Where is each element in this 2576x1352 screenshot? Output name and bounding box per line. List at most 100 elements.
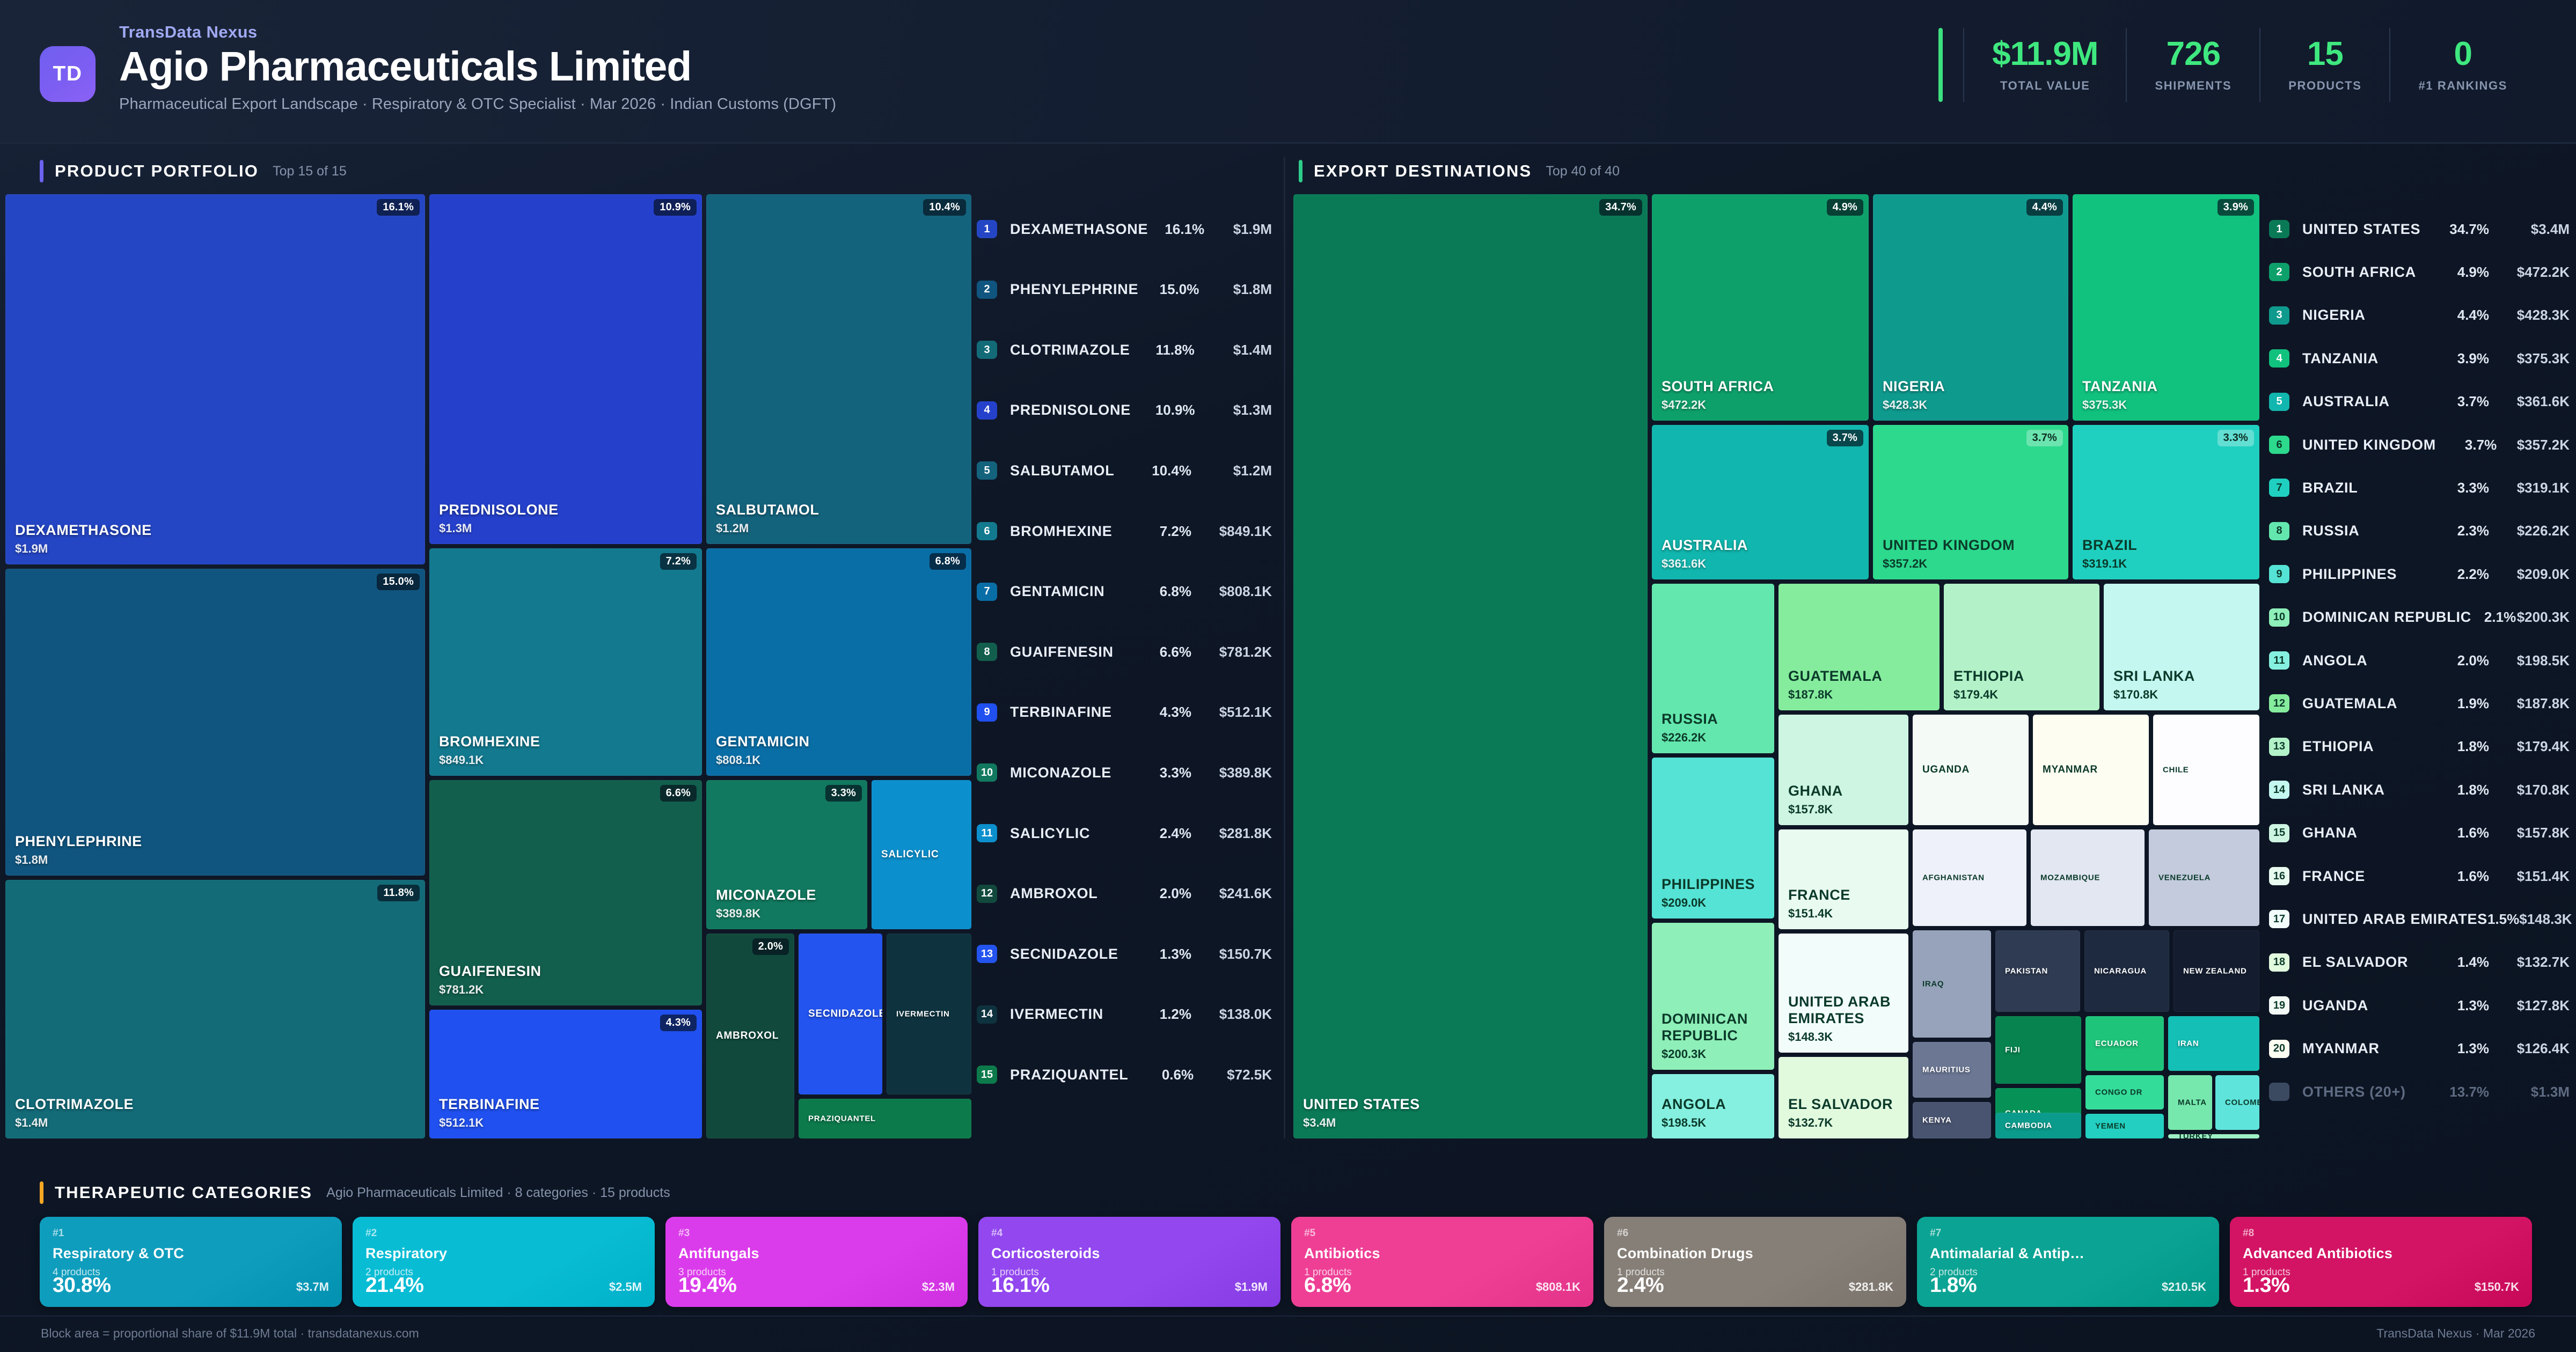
treemap-tile[interactable]: AFGHANISTAN xyxy=(1913,829,2026,926)
category-card[interactable]: #7 Antimalarial & Antip… 2 products 1.8% $21… xyxy=(1917,1217,2219,1307)
treemap-tile[interactable]: YEMEN xyxy=(2085,1114,2164,1138)
rank-row[interactable]: 12 AMBROXOL 2.0% $241.6K xyxy=(977,883,1272,905)
treemap-tile[interactable]: UNITED ARAB EMIRATES $148.3K xyxy=(1779,934,1908,1053)
treemap-tile[interactable]: 3.3% MICONAZOLE $389.8K xyxy=(706,780,867,929)
destination-rank-list[interactable]: 1 UNITED STATES 34.7% $3.4M 2 SOUTH AFRICA 4.9… xyxy=(2269,194,2572,1138)
rank-row[interactable]: 2 SOUTH AFRICA 4.9% $472.2K xyxy=(2269,261,2570,283)
rank-row[interactable]: 5 AUSTRALIA 3.7% $361.6K xyxy=(2269,391,2570,413)
rank-row[interactable]: 4 TANZANIA 3.9% $375.3K xyxy=(2269,347,2570,370)
rank-row[interactable]: 2 PHENYLEPHRINE 15.0% $1.8M xyxy=(977,278,1272,301)
treemap-tile[interactable]: MOZAMBIQUE xyxy=(2031,829,2145,926)
treemap-tile[interactable]: PRAZIQUANTEL xyxy=(799,1099,971,1138)
treemap-tile[interactable]: ETHIOPIA $179.4K xyxy=(1944,584,2099,710)
rank-row[interactable]: 10 MICONAZOLE 3.3% $389.8K xyxy=(977,761,1272,784)
rank-row[interactable]: 4 PREDNISOLONE 10.9% $1.3M xyxy=(977,399,1272,422)
treemap-tile[interactable]: CAMBODIA xyxy=(1995,1113,2081,1138)
rank-row[interactable]: 8 GUAIFENESIN 6.6% $781.2K xyxy=(977,641,1272,663)
treemap-tile[interactable]: 4.4% NIGERIA $428.3K xyxy=(1873,194,2068,421)
rank-row[interactable]: 15 GHANA 1.6% $157.8K xyxy=(2269,822,2570,844)
category-card[interactable]: #8 Advanced Antibiotics 1 products 1.3% $150… xyxy=(2230,1217,2532,1307)
treemap-tile[interactable]: MYANMAR xyxy=(2033,715,2149,825)
rank-row[interactable]: 14 IVERMECTIN 1.2% $138.0K xyxy=(977,1003,1272,1026)
category-card[interactable]: #2 Respiratory 2 products 21.4% $2.5M xyxy=(353,1217,655,1307)
rank-row[interactable]: 18 EL SALVADOR 1.4% $132.7K xyxy=(2269,951,2570,974)
category-card[interactable]: #4 Corticosteroids 1 products 16.1% $1.9M xyxy=(978,1217,1280,1307)
rank-row[interactable]: 8 RUSSIA 2.3% $226.2K xyxy=(2269,520,2570,542)
category-card[interactable]: #3 Antifungals 3 products 19.4% $2.3M xyxy=(665,1217,968,1307)
rank-row[interactable]: 20 MYANMAR 1.3% $126.4K xyxy=(2269,1038,2570,1060)
treemap-tile[interactable]: 6.6% GUAIFENESIN $781.2K xyxy=(429,780,702,1005)
treemap-tile[interactable]: GHANA $157.8K xyxy=(1779,715,1908,825)
treemap-tile[interactable]: IRAQ xyxy=(1913,930,1991,1038)
rank-row[interactable]: 13 SECNIDAZOLE 1.3% $150.7K xyxy=(977,943,1272,965)
treemap-tile[interactable]: 3.7% AUSTRALIA $361.6K xyxy=(1652,425,1869,579)
rank-row[interactable]: 11 ANGOLA 2.0% $198.5K xyxy=(2269,649,2570,672)
treemap-tile[interactable]: DOMINICAN REPUBLIC $200.3K xyxy=(1652,923,1774,1070)
rank-row[interactable]: 10 DOMINICAN REPUBLIC 2.1% $200.3K xyxy=(2269,606,2570,629)
treemap-tile[interactable]: NICARAGUA xyxy=(2084,930,2169,1012)
treemap-tile[interactable]: IVERMECTIN xyxy=(887,934,971,1094)
rank-row[interactable]: 7 GENTAMICIN 6.8% $808.1K xyxy=(977,581,1272,603)
treemap-tile[interactable]: PAKISTAN xyxy=(1995,930,2080,1012)
category-card[interactable]: #1 Respiratory & OTC 4 products 30.8% $3.7M xyxy=(40,1217,342,1307)
treemap-tile[interactable]: VENEZUELA xyxy=(2149,829,2259,926)
rank-row[interactable]: 12 GUATEMALA 1.9% $187.8K xyxy=(2269,692,2570,715)
treemap-tile[interactable]: 16.1% DEXAMETHASONE $1.9M xyxy=(5,194,425,564)
treemap-tile[interactable]: MALTA xyxy=(2168,1075,2212,1130)
treemap-tile[interactable]: 4.3% TERBINAFINE $512.1K xyxy=(429,1010,702,1138)
rank-row[interactable]: 6 BROMHEXINE 7.2% $849.1K xyxy=(977,520,1272,542)
treemap-tile[interactable]: SRI LANKA $170.8K xyxy=(2104,584,2259,710)
rank-row[interactable]: 16 FRANCE 1.6% $151.4K xyxy=(2269,865,2570,887)
treemap-tile[interactable]: SALICYLIC xyxy=(872,780,971,929)
rank-row[interactable]: 17 UNITED ARAB EMIRATES 1.5% $148.3K xyxy=(2269,908,2572,930)
rank-row[interactable]: 1 UNITED STATES 34.7% $3.4M xyxy=(2269,218,2570,240)
rank-row[interactable]: OTHERS (20+) 13.7% $1.3M xyxy=(2269,1081,2570,1103)
treemap-tile[interactable]: CHILE xyxy=(2153,715,2259,825)
category-card[interactable]: #6 Combination Drugs 1 products 2.4% $281.8K xyxy=(1604,1217,1906,1307)
treemap-tile[interactable]: 34.7% UNITED STATES $3.4M xyxy=(1293,194,1648,1138)
rank-row[interactable]: 6 UNITED KINGDOM 3.7% $357.2K xyxy=(2269,433,2570,456)
rank-row[interactable]: 14 SRI LANKA 1.8% $170.8K xyxy=(2269,778,2570,801)
treemap-tile[interactable]: PHILIPPINES $209.0K xyxy=(1652,758,1774,919)
treemap-tile[interactable]: FIJI xyxy=(1995,1016,2081,1084)
treemap-tile[interactable]: 3.7% UNITED KINGDOM $357.2K xyxy=(1873,425,2068,579)
rank-row[interactable]: 3 CLOTRIMAZOLE 11.8% $1.4M xyxy=(977,339,1272,361)
rank-row[interactable]: 9 TERBINAFINE 4.3% $512.1K xyxy=(977,701,1272,724)
treemap-tile[interactable]: COLOMBIA xyxy=(2215,1075,2259,1130)
rank-row[interactable]: 19 UGANDA 1.3% $127.8K xyxy=(2269,994,2570,1017)
treemap-tile[interactable]: IRAN xyxy=(2168,1016,2259,1071)
treemap-tile[interactable]: UGANDA xyxy=(1913,715,2029,825)
treemap-tile[interactable]: 2.0% AMBROXOL xyxy=(706,934,794,1138)
treemap-tile[interactable]: ANGOLA $198.5K xyxy=(1652,1074,1774,1138)
category-card[interactable]: #5 Antibiotics 1 products 6.8% $808.1K xyxy=(1291,1217,1593,1307)
treemap-tile[interactable]: MAURITIUS xyxy=(1913,1042,1991,1098)
rank-row[interactable]: 1 DEXAMETHASONE 16.1% $1.9M xyxy=(977,218,1272,240)
treemap-tile[interactable]: 7.2% BROMHEXINE $849.1K xyxy=(429,548,702,776)
treemap-tile[interactable]: GUATEMALA $187.8K xyxy=(1779,584,1940,710)
rank-row[interactable]: 3 NIGERIA 4.4% $428.3K xyxy=(2269,304,2570,327)
treemap-tile[interactable]: RUSSIA $226.2K xyxy=(1652,584,1774,753)
rank-row[interactable]: 13 ETHIOPIA 1.8% $179.4K xyxy=(2269,736,2570,758)
rank-row[interactable]: 15 PRAZIQUANTEL 0.6% $72.5K xyxy=(977,1063,1272,1086)
treemap-tile[interactable]: 10.9% PREDNISOLONE $1.3M xyxy=(429,194,702,544)
rank-row[interactable]: 11 SALICYLIC 2.4% $281.8K xyxy=(977,822,1272,844)
treemap-tile[interactable]: TURKEY xyxy=(2168,1134,2259,1138)
treemap-tile[interactable]: SECNIDAZOLE xyxy=(799,934,882,1094)
treemap-tile[interactable]: ECUADOR xyxy=(2085,1016,2164,1071)
treemap-tile[interactable]: KENYA xyxy=(1913,1102,1991,1138)
treemap-tile[interactable]: 3.3% BRAZIL $319.1K xyxy=(2073,425,2259,579)
treemap-tile[interactable]: FRANCE $151.4K xyxy=(1779,829,1908,929)
treemap-tile[interactable]: 10.4% SALBUTAMOL $1.2M xyxy=(706,194,971,544)
treemap-tile[interactable]: NEW ZEALAND xyxy=(2174,930,2259,1012)
treemap-tile[interactable]: 3.9% TANZANIA $375.3K xyxy=(2073,194,2259,421)
treemap-tile[interactable]: 11.8% CLOTRIMAZOLE $1.4M xyxy=(5,880,425,1138)
treemap-tile[interactable]: CONGO DR xyxy=(2085,1075,2164,1109)
treemap-tile[interactable]: EL SALVADOR $132.7K xyxy=(1779,1057,1908,1138)
treemap-tile[interactable]: 6.8% GENTAMICIN $808.1K xyxy=(706,548,971,776)
rank-row[interactable]: 9 PHILIPPINES 2.2% $209.0K xyxy=(2269,563,2570,585)
product-treemap[interactable]: 16.1% DEXAMETHASONE $1.9M 15.0% PHENYLEPHRIN… xyxy=(5,194,971,1138)
treemap-tile[interactable]: 15.0% PHENYLEPHRINE $1.8M xyxy=(5,569,425,876)
treemap-tile[interactable]: 4.9% SOUTH AFRICA $472.2K xyxy=(1652,194,1869,421)
rank-row[interactable]: 5 SALBUTAMOL 10.4% $1.2M xyxy=(977,459,1272,482)
rank-row[interactable]: 7 BRAZIL 3.3% $319.1K xyxy=(2269,476,2570,499)
